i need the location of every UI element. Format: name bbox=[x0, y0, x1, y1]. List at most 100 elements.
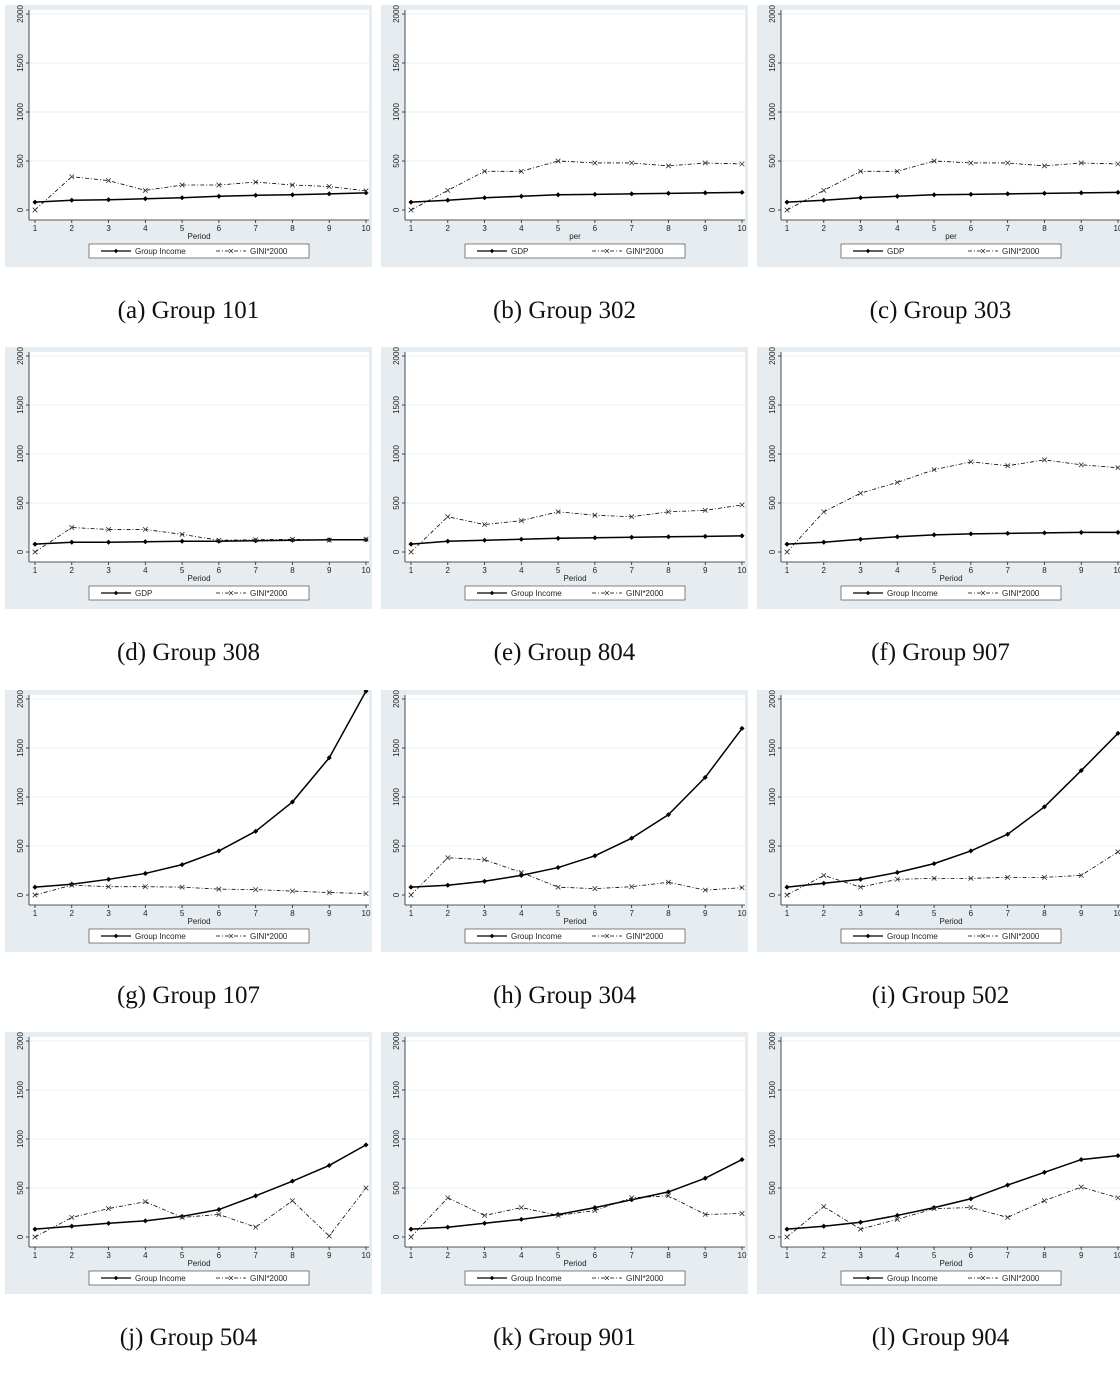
legend-marker bbox=[980, 248, 986, 254]
x-tick-label: 7 bbox=[629, 224, 634, 233]
data-point-x bbox=[518, 1205, 524, 1211]
data-point-diamond bbox=[106, 197, 112, 203]
series-line-income bbox=[34, 1144, 367, 1230]
legend-marker bbox=[228, 590, 234, 596]
x-tick-label: 10 bbox=[1114, 1251, 1120, 1260]
y-tick-label: 0 bbox=[16, 549, 25, 554]
data-point-diamond bbox=[106, 876, 112, 882]
data-point-x bbox=[363, 890, 369, 897]
x-tick-label: 9 bbox=[703, 909, 708, 918]
legend-marker bbox=[604, 248, 610, 254]
x-tick-label: 5 bbox=[932, 566, 937, 575]
x-tick-label: 1 bbox=[409, 1251, 414, 1260]
x-tick-label: 1 bbox=[409, 224, 414, 233]
data-point-x bbox=[592, 512, 598, 518]
series-line-income bbox=[410, 535, 743, 545]
x-tick-label: 4 bbox=[143, 909, 148, 918]
data-point-diamond bbox=[106, 1220, 112, 1226]
x-tick-label: 4 bbox=[143, 1251, 148, 1260]
plot-area bbox=[405, 695, 745, 905]
data-point-x bbox=[105, 884, 112, 890]
data-point-x bbox=[1041, 163, 1048, 169]
chart-caption: (c) Group 303 bbox=[869, 297, 1012, 324]
x-tick-label: 10 bbox=[362, 1251, 371, 1260]
y-tick-label: 2000 bbox=[16, 5, 25, 23]
x-tick-label: 8 bbox=[290, 566, 295, 575]
legend-label: GINI*2000 bbox=[250, 1274, 288, 1283]
legend-marker bbox=[980, 590, 986, 596]
y-tick-label: 1000 bbox=[16, 1130, 25, 1148]
x-tick-label: 5 bbox=[932, 224, 937, 233]
plot-area bbox=[781, 352, 1120, 562]
data-point-x bbox=[857, 168, 864, 174]
data-point-x bbox=[739, 885, 745, 891]
data-point-diamond bbox=[142, 196, 148, 202]
x-tick-label: 3 bbox=[106, 1251, 111, 1260]
data-point-diamond bbox=[179, 195, 185, 201]
x-tick-label: 7 bbox=[253, 1251, 258, 1260]
x-tick-label: 1 bbox=[33, 566, 38, 575]
data-point-diamond bbox=[216, 193, 222, 199]
plot-area bbox=[781, 10, 1120, 220]
legend-label: GINI*2000 bbox=[626, 932, 664, 941]
x-tick-label: 8 bbox=[1042, 566, 1047, 575]
legend-marker bbox=[865, 590, 871, 596]
x-tick-label: 7 bbox=[1005, 566, 1010, 575]
legend-label: GINI*2000 bbox=[250, 589, 288, 598]
data-point-diamond bbox=[555, 535, 561, 541]
x-axis-label: Period bbox=[939, 1259, 962, 1268]
y-tick-label: 500 bbox=[392, 154, 401, 168]
legend-label: Group Income bbox=[511, 589, 562, 598]
y-tick-label: 1000 bbox=[768, 788, 777, 806]
x-tick-label: 1 bbox=[785, 224, 790, 233]
y-tick-label: 2000 bbox=[768, 5, 777, 23]
y-tick-label: 500 bbox=[16, 839, 25, 853]
data-point-x bbox=[665, 163, 672, 169]
data-point-diamond bbox=[179, 538, 185, 544]
y-tick-label: 0 bbox=[16, 1234, 25, 1239]
data-point-x bbox=[69, 174, 75, 180]
y-tick-label: 1500 bbox=[392, 54, 401, 72]
data-point-x bbox=[784, 549, 790, 555]
legend-label: GINI*2000 bbox=[250, 932, 288, 941]
y-tick-label: 1000 bbox=[392, 103, 401, 121]
series-line-income bbox=[34, 690, 367, 888]
line-chart: 0 500 1000 1500 2000 1 2 3 4 5 6 7 8 9 10 per GDP GINI*20… bbox=[768, 5, 1120, 259]
x-tick-label: 3 bbox=[106, 909, 111, 918]
data-point-x bbox=[665, 1193, 672, 1199]
data-point-x bbox=[142, 187, 148, 193]
data-point-x bbox=[445, 187, 451, 193]
x-tick-label: 1 bbox=[409, 909, 414, 918]
legend-label: GINI*2000 bbox=[626, 247, 664, 256]
x-tick-label: 2 bbox=[822, 566, 827, 575]
x-axis-label: per bbox=[945, 232, 957, 241]
x-tick-label: 10 bbox=[362, 566, 371, 575]
data-point-diamond bbox=[858, 1219, 864, 1225]
y-tick-label: 2000 bbox=[392, 347, 401, 365]
plot-area bbox=[781, 695, 1120, 905]
chart-caption: (d) Group 308 bbox=[116, 639, 261, 666]
legend-marker bbox=[228, 1275, 234, 1281]
data-point-x bbox=[408, 892, 414, 898]
data-point-diamond bbox=[592, 191, 598, 197]
series-line-income bbox=[34, 192, 367, 203]
x-tick-label: 2 bbox=[446, 566, 451, 575]
legend-label: Group Income bbox=[135, 932, 186, 941]
x-tick-label: 4 bbox=[519, 224, 524, 233]
data-point-x bbox=[665, 509, 672, 515]
data-point-x bbox=[445, 514, 451, 520]
y-tick-label: 0 bbox=[768, 892, 777, 897]
data-point-diamond bbox=[739, 1157, 745, 1163]
y-tick-label: 0 bbox=[768, 549, 777, 554]
x-tick-label: 9 bbox=[327, 224, 332, 233]
y-tick-label: 2000 bbox=[768, 690, 777, 708]
y-tick-label: 1500 bbox=[392, 739, 401, 757]
x-tick-label: 3 bbox=[858, 909, 863, 918]
x-tick-label: 2 bbox=[70, 224, 75, 233]
